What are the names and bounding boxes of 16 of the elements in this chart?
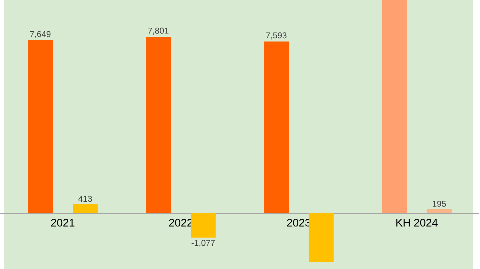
data-label: -1,077 bbox=[192, 240, 216, 247]
bar bbox=[190, 213, 216, 238]
data-label: 7,649 bbox=[30, 31, 51, 38]
data-label: 195 bbox=[433, 200, 446, 207]
data-label: 7,801 bbox=[148, 28, 169, 35]
bar bbox=[308, 213, 334, 262]
data-label: 413 bbox=[78, 196, 92, 202]
bar bbox=[426, 208, 452, 214]
bar bbox=[264, 42, 290, 214]
x-tick-label: KH 2024 bbox=[396, 218, 438, 227]
data-label: 7,593 bbox=[266, 32, 287, 40]
bar bbox=[382, 0, 407, 214]
bar bbox=[146, 36, 172, 214]
x-tick-label: 2021 bbox=[51, 218, 75, 227]
bar bbox=[73, 204, 98, 214]
bar bbox=[28, 40, 54, 214]
